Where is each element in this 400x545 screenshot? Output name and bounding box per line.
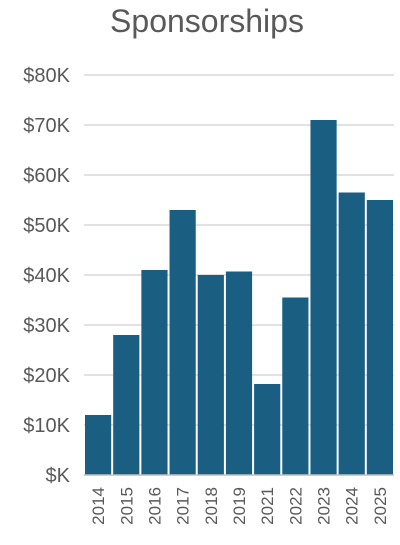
bar-2024	[338, 192, 365, 475]
bar-2025	[366, 200, 393, 475]
x-tick-label: 2018	[202, 487, 221, 525]
y-tick-label: $30K	[23, 315, 70, 337]
y-tick-label: $K	[46, 465, 71, 487]
bar-2022	[282, 297, 309, 475]
y-tick-label: $50K	[23, 215, 70, 237]
bar-2015	[113, 335, 140, 475]
y-tick-label: $20K	[23, 365, 70, 387]
bars	[85, 120, 393, 475]
bar-2014	[85, 415, 112, 475]
y-tick-label: $70K	[23, 115, 70, 137]
bar-2023	[310, 120, 337, 475]
x-tick-label: 2023	[315, 487, 334, 525]
y-tick-label: $60K	[23, 165, 70, 187]
x-tick-label: 2021	[258, 487, 277, 525]
x-tick-label: 2019	[230, 487, 249, 525]
x-tick-label: 2022	[286, 487, 305, 525]
bar-2017	[169, 210, 196, 475]
bar-2018	[197, 275, 224, 475]
x-tick-label: 2016	[145, 487, 164, 525]
x-tick-label: 2014	[89, 487, 108, 525]
y-tick-label: $80K	[23, 65, 70, 87]
y-tick-label: $40K	[23, 265, 70, 287]
bar-2021	[254, 384, 281, 475]
bar-2016	[141, 270, 168, 475]
y-axis-tick-labels: $K $10K $20K $30K $40K $50K $60K $70K $80K	[23, 65, 70, 487]
x-tick-label: 2015	[117, 487, 136, 525]
chart-title: Sponsorships	[110, 3, 304, 39]
x-tick-label: 2017	[174, 487, 193, 525]
x-axis-tick-labels: 2014 2015 2016 2017 2018 2019 2021 2022 2023 2024…	[89, 487, 390, 525]
y-tick-label: $10K	[23, 415, 70, 437]
x-tick-label: 2025	[371, 487, 390, 525]
x-tick-label: 2024	[343, 487, 362, 525]
bar-2019	[225, 271, 253, 475]
